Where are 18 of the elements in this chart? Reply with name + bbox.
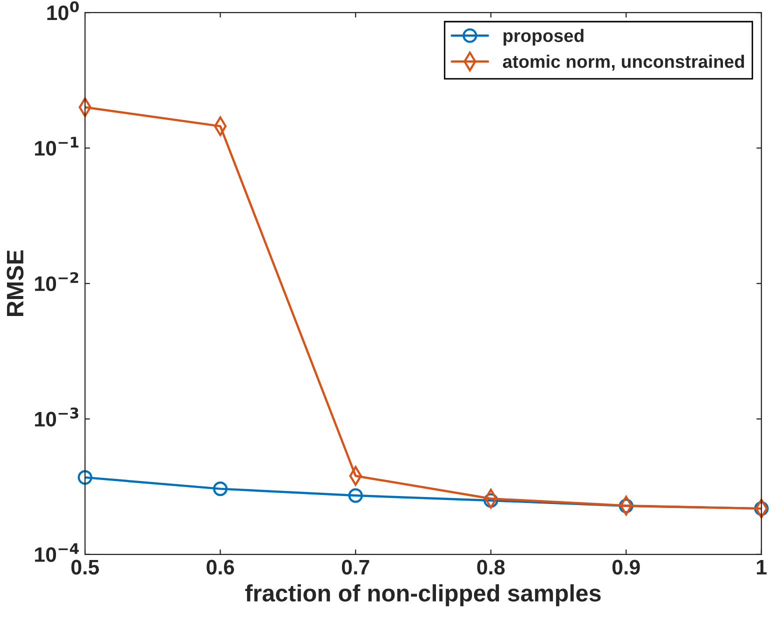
point [78,470,92,485]
point [484,493,498,508]
x-tick-label: 0.7 [342,560,370,575]
legend-label: atomic norm, unconstrained [502,54,744,71]
y-tick-label: 10$^{−2}$ [35,272,78,292]
y-tick-label: 10$^{−3}$ [35,408,78,427]
y-tick-label: 10$^{−1}$ [35,136,78,156]
legend-label: proposed [504,28,584,46]
point [213,482,228,496]
x-tick-label: 1 [756,560,767,574]
x-tick-label: 0.8 [477,560,505,575]
y-tick-label: 10$^{0}$ [47,1,79,20]
x-axis-title: fraction of non-clipped samples [245,584,601,606]
x-tick-label: 0.6 [206,560,234,575]
point [618,498,634,514]
y-axis-title: RMSE [6,250,24,316]
point [348,488,363,503]
x-tick-label: 0.9 [612,560,640,575]
